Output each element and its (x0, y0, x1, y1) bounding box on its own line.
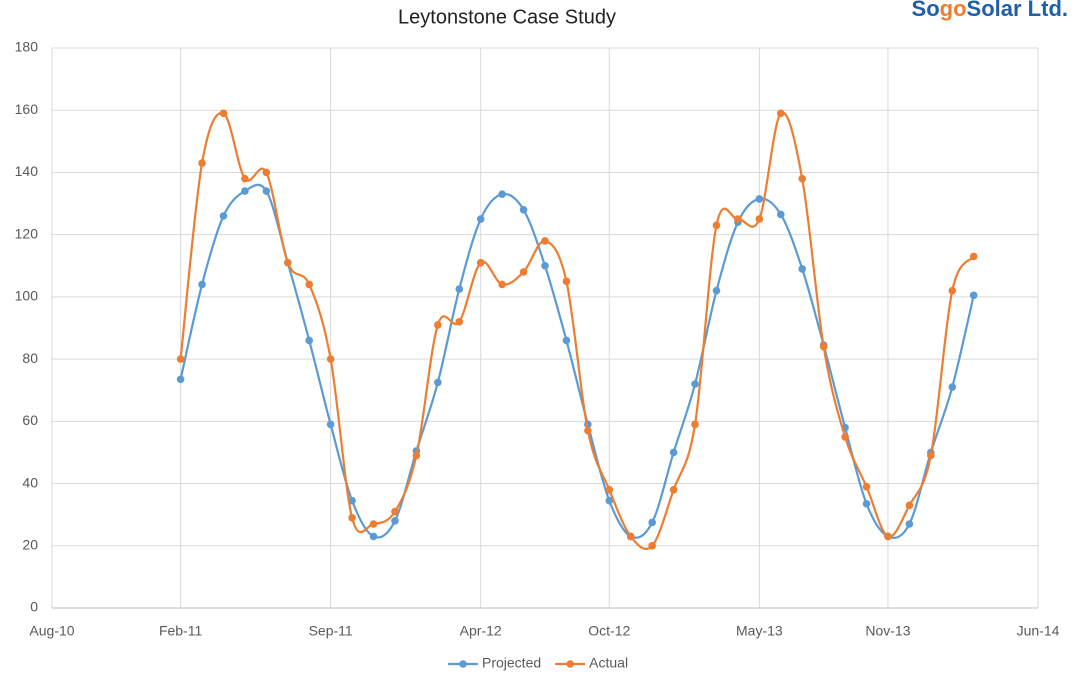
data-point (755, 215, 764, 223)
data-point (605, 496, 614, 505)
data-point (519, 268, 528, 276)
data-point (927, 451, 935, 460)
logo: SogoSolar Ltd. (912, 0, 1068, 21)
data-point (391, 517, 399, 525)
data-point (241, 174, 249, 183)
x-tick-label: Oct-12 (588, 623, 630, 639)
legend-label: Actual (589, 655, 628, 671)
data-point (219, 109, 228, 118)
data-point (905, 501, 914, 510)
y-tick-label: 40 (22, 474, 38, 490)
data-point (498, 280, 506, 289)
data-point (691, 420, 699, 429)
x-tick-label: Aug-10 (29, 623, 74, 639)
y-tick-label: 160 (15, 101, 39, 117)
legend-marker (459, 660, 467, 668)
data-point (562, 277, 571, 286)
y-tick-label: 20 (22, 536, 38, 552)
y-tick-label: 100 (15, 288, 39, 304)
x-tick-label: Sep-11 (309, 623, 353, 639)
data-point (819, 342, 828, 351)
data-point (176, 355, 185, 363)
data-point (412, 451, 421, 460)
data-point (541, 261, 549, 270)
logo-part: So (912, 0, 940, 21)
legend-label: Projected (482, 655, 541, 671)
data-point (198, 159, 206, 167)
data-point (798, 174, 807, 183)
logo-part: Solar Ltd. (967, 0, 1068, 21)
data-point (283, 258, 292, 267)
data-point (541, 237, 549, 245)
data-point (198, 280, 206, 289)
data-point (648, 541, 656, 550)
data-point (476, 258, 485, 267)
data-point (562, 336, 571, 345)
x-tick-label: Jun-14 (1017, 623, 1060, 639)
data-point (519, 205, 528, 214)
data-point (862, 499, 871, 508)
data-point (734, 215, 742, 223)
data-point (969, 252, 978, 261)
data-point (348, 513, 356, 522)
data-point (584, 426, 592, 435)
data-point (691, 380, 699, 388)
data-point (626, 532, 635, 541)
data-point (669, 485, 678, 494)
data-point (648, 518, 656, 527)
data-point (776, 109, 785, 118)
data-point (905, 520, 914, 528)
data-point (369, 520, 378, 528)
data-point (712, 221, 721, 230)
data-point (948, 383, 957, 391)
data-point (455, 317, 464, 326)
y-tick-label: 80 (22, 350, 38, 366)
data-point (176, 375, 185, 384)
legend-marker (566, 660, 574, 668)
data-point (498, 190, 506, 199)
data-point (476, 215, 485, 223)
data-point (948, 286, 957, 295)
data-point (326, 420, 335, 429)
data-point (712, 286, 721, 295)
data-point (776, 210, 785, 219)
y-tick-label: 60 (22, 412, 38, 428)
data-point (305, 336, 314, 345)
data-point (262, 168, 271, 177)
data-point (369, 532, 378, 541)
data-point (326, 355, 335, 363)
data-point (884, 532, 892, 541)
legend: Projected Actual (448, 655, 628, 671)
data-point (219, 212, 228, 220)
y-tick-label: 0 (30, 599, 38, 615)
data-point (755, 195, 764, 203)
data-point (241, 187, 249, 195)
x-tick-label: Apr-12 (460, 623, 502, 639)
x-tick-label: Nov-13 (865, 623, 910, 639)
logo-part: go (940, 0, 967, 21)
chart-title: Leytonstone Case Study (398, 6, 616, 28)
data-point (969, 291, 978, 300)
data-point (798, 265, 807, 273)
x-tick-label: Feb-11 (159, 623, 203, 639)
data-point (862, 482, 871, 491)
data-point (669, 448, 678, 457)
series-line (179, 183, 975, 539)
data-point (262, 187, 271, 195)
data-point (434, 378, 442, 387)
data-point (434, 321, 442, 329)
x-tick-label: May-13 (736, 623, 783, 639)
y-tick-label: 180 (15, 39, 39, 55)
y-tick-label: 120 (15, 225, 39, 241)
data-point (305, 280, 314, 289)
data-point (455, 285, 464, 293)
y-tick-label: 140 (15, 163, 39, 179)
data-point (841, 433, 849, 441)
data-point (391, 507, 399, 516)
data-point (605, 485, 614, 494)
